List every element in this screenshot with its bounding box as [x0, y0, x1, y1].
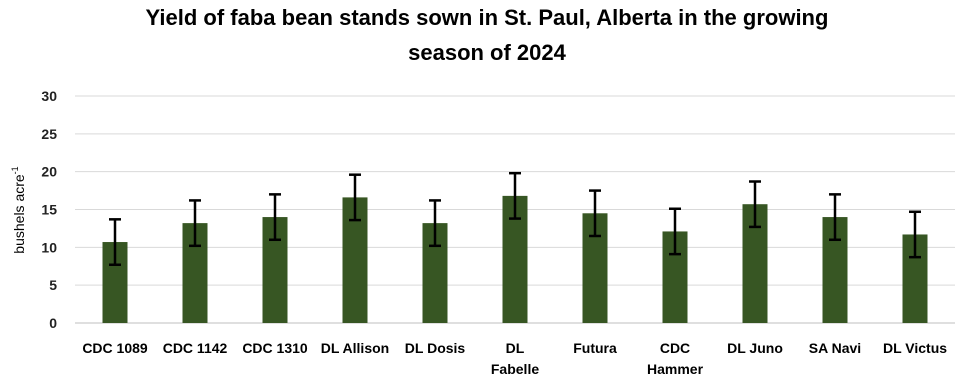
x-category-label-line: Futura — [573, 340, 617, 356]
x-category-labels: CDC 1089 CDC 1142 CDC 1310 DL Allison DL Dos… — [82, 340, 947, 377]
chart-title-line-2: season of 2024 — [408, 40, 567, 65]
error-bar — [909, 210, 921, 259]
y-tick-label: 15 — [41, 202, 57, 218]
x-category-label: DL Victus — [883, 340, 947, 356]
x-category-label: DL Fabelle — [491, 340, 539, 377]
y-tick-label: 10 — [41, 239, 57, 255]
x-category-label-line: CDC 1089 — [82, 340, 148, 356]
y-tick-labels: 0 5 10 15 20 25 30 — [41, 88, 57, 331]
x-category-label-line: DL Victus — [883, 340, 947, 356]
x-category-label-line: CDC 1310 — [242, 340, 308, 356]
error-bar — [669, 207, 681, 256]
x-category-label: DL Allison — [321, 340, 389, 356]
error-bar — [189, 199, 201, 248]
error-bar — [589, 189, 601, 238]
error-bars — [109, 171, 921, 266]
x-category-label-line: Hammer — [647, 361, 704, 377]
y-tick-label: 20 — [41, 164, 57, 180]
error-bar — [749, 180, 761, 229]
x-category-label-line: DL — [506, 340, 525, 356]
x-category-label: CDC Hammer — [647, 340, 704, 377]
x-category-label-line: CDC — [660, 340, 690, 356]
x-category-label: DL Juno — [727, 340, 783, 356]
x-category-label: SA Navi — [809, 340, 861, 356]
x-category-label-line: DL Allison — [321, 340, 389, 356]
x-category-label: CDC 1089 — [82, 340, 148, 356]
y-axis-label: bushels acre-1 — [10, 166, 27, 253]
y-tick-label: 30 — [41, 88, 57, 104]
x-category-label-line: CDC 1142 — [163, 340, 228, 356]
error-bar — [269, 193, 281, 242]
error-bar — [349, 173, 361, 222]
y-axis-label-main: bushels acre — [11, 174, 27, 254]
y-tick-label: 25 — [41, 126, 57, 142]
error-bar — [109, 218, 121, 266]
error-bar — [829, 193, 841, 242]
chart-title-line-1: Yield of faba bean stands sown in St. Pa… — [146, 5, 829, 30]
error-bar — [509, 171, 521, 220]
y-tick-label: 0 — [49, 315, 57, 331]
x-category-label: CDC 1142 — [163, 340, 228, 356]
x-category-label-line: Fabelle — [491, 361, 539, 377]
y-axis-label-superscript: -1 — [10, 166, 20, 174]
x-category-label: Futura — [573, 340, 617, 356]
x-category-label: DL Dosis — [405, 340, 466, 356]
x-category-label: CDC 1310 — [242, 340, 308, 356]
error-bar — [429, 199, 441, 248]
x-category-label-line: SA Navi — [809, 340, 861, 356]
x-category-label-line: DL Juno — [727, 340, 783, 356]
y-tick-label: 5 — [49, 277, 57, 293]
x-category-label-line: DL Dosis — [405, 340, 466, 356]
